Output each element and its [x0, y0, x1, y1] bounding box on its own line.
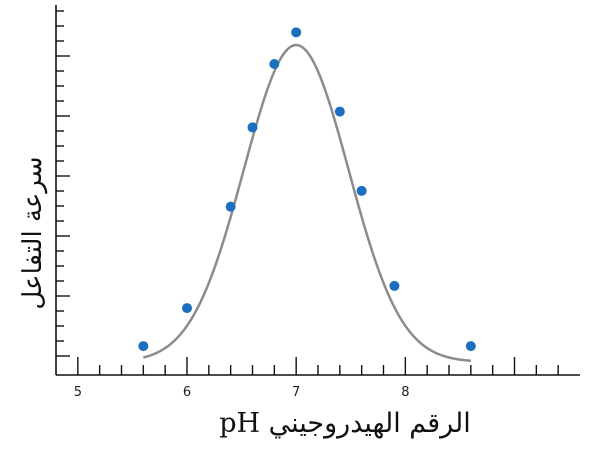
x-tick-label: 7 — [292, 385, 300, 400]
data-point — [225, 201, 236, 212]
data-point — [291, 27, 302, 38]
data-point — [247, 122, 258, 133]
x-tick-label: 8 — [401, 385, 409, 400]
x-tick-label: 6 — [183, 385, 191, 400]
y-axis-label: سرعة التفاعل — [18, 156, 48, 310]
data-point — [356, 185, 367, 196]
data-point — [334, 106, 345, 117]
fit-curve — [143, 43, 471, 363]
data-point — [182, 303, 192, 314]
data-point — [389, 280, 400, 291]
data-point — [465, 341, 476, 352]
data-point — [269, 59, 280, 70]
x-tick-label: 5 — [74, 385, 82, 400]
x-axis-label: الرقم الهيدروجيني pH — [219, 408, 471, 439]
data-point — [138, 341, 149, 352]
